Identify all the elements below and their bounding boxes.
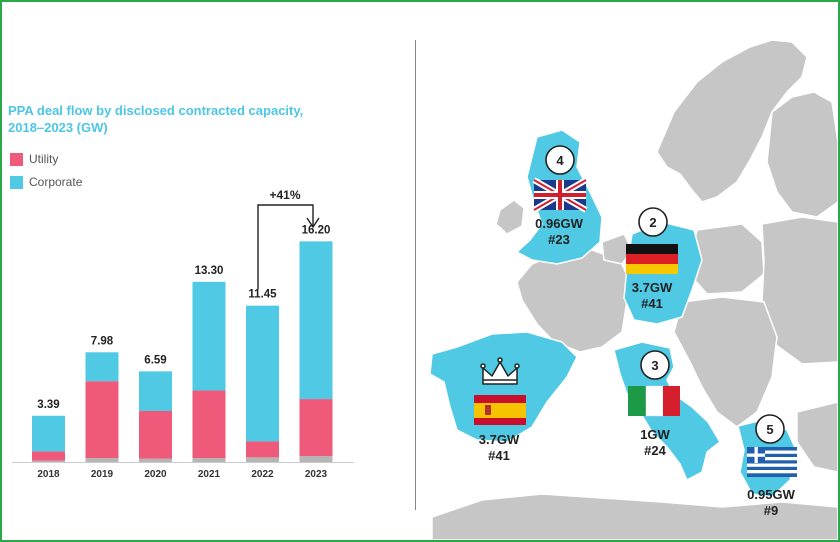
italy-rank: 3 [651,358,658,373]
legend-corporate-swatch [10,175,23,189]
panel-divider [415,40,416,510]
bar-utility-2020 [139,410,172,459]
bars-group: 3.39 2018 7.98 2019 6.59 2020 13.30 2021 11.45 20… [12,224,354,480]
greece-rank-circle [755,414,785,444]
spain-shape [429,331,578,443]
legend-utility-label: Utility [29,152,59,166]
greece-deals: #9 [764,503,778,518]
bar-corporate-2023 [299,241,333,400]
total-label-2019: 7.98 [91,335,114,347]
greece-flag-icon [747,447,797,477]
x-tick-2018: 2018 [37,469,60,480]
spain-capacity: 3.7GW [479,432,520,447]
crown-icon [480,357,520,385]
chart-title: PPA deal flow by disclosed contracted ca… [8,103,304,135]
spain-flag-icon [474,395,526,425]
x-tick-2020: 2020 [144,469,167,480]
bar-corporate-2018 [32,415,65,452]
x-tick-2021: 2021 [198,469,221,480]
x-tick-2019: 2019 [91,469,114,480]
uk-rank: 4 [556,153,564,168]
bar-corporate-2020 [139,371,172,411]
legend-corporate: Corporate [10,175,82,189]
legend-corporate-label: Corporate [29,175,83,189]
total-label-2021: 13.30 [195,265,224,277]
bar-unknown-2022 [246,457,279,462]
france [516,249,631,353]
italy-capacity: 1GW [640,427,670,442]
bar-utility-2018 [32,451,65,461]
italy-rank-circle [640,350,670,380]
bar-utility-2021 [192,390,226,459]
legend-utility-swatch [10,152,23,166]
spain-deals: #41 [488,448,510,463]
finland-russia [766,91,838,218]
italy-flag-icon [628,385,680,417]
uk-flag-icon [532,177,588,213]
europe-map: 4 2 3 5 [429,39,838,540]
stacked-bar-chart: 3.39 2018 7.98 2019 6.59 2020 13.30 2021 11.45 20… [12,188,354,480]
germany-deals: #41 [641,296,663,311]
germany-rank: 2 [649,215,656,230]
growth-annotation: +41% [269,188,300,202]
poland [691,223,765,295]
north-africa [431,493,838,540]
total-label-2018: 3.39 [37,399,59,411]
total-label-2022: 11.45 [248,289,277,301]
rank-circles [545,145,785,444]
bar-unknown-2023 [299,456,333,462]
land-group [431,39,838,540]
bar-corporate-2021 [192,281,226,391]
germany-flag-icon [626,244,678,274]
growth-arrow: +41% [257,188,320,289]
x-tick-2023: 2023 [305,469,328,480]
turkey [796,401,838,473]
bar-unknown-2018 [32,460,65,462]
growth-arrow-line [257,204,314,289]
bar-unknown-2021 [192,458,226,462]
bar-corporate-2022 [246,305,279,442]
ireland [495,199,525,235]
growth-arrow-head [306,217,320,229]
market-labels: 0.96GW #23 3.7GW #41 3.7GW #41 1GW #24 0… [479,216,796,518]
total-label-2020: 6.59 [144,354,166,366]
bar-utility-2019 [85,381,119,459]
central-balkans [673,296,778,428]
bar-unknown-2019 [85,458,119,462]
bar-corporate-2019 [85,352,119,382]
greece-rank: 5 [766,422,773,437]
greece-capacity: 0.95GW [747,487,795,502]
eastern-europe [761,216,838,365]
x-tick-2022: 2022 [251,469,274,480]
uk-deals: #23 [548,232,570,247]
germany-capacity: 3.7GW [632,280,673,295]
bar-utility-2022 [246,441,279,458]
total-label-2023: 16.20 [302,224,331,236]
italy-deals: #24 [644,443,666,458]
legend-utility: Utility [10,152,58,166]
uk-rank-circle [545,145,575,175]
bar-utility-2023 [299,399,333,457]
germany-rank-circle [638,207,668,237]
scandinavia [656,39,808,203]
bar-unknown-2020 [139,458,172,462]
rank-labels: 4 2 3 5 [556,153,773,437]
uk-capacity: 0.96GW [535,216,583,231]
